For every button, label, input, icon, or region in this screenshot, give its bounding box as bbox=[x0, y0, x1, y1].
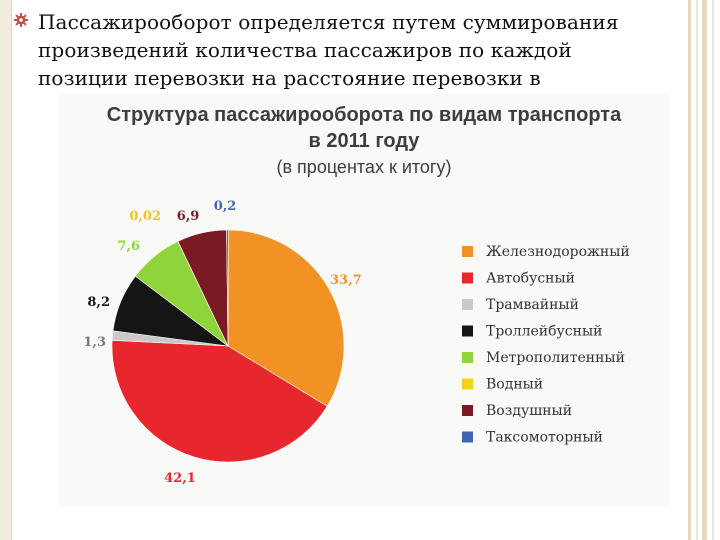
chart-subtitle: (в процентах к итогу) bbox=[276, 157, 452, 177]
pie-slice-1 bbox=[227, 229, 345, 407]
decorative-stripe bbox=[696, 0, 698, 540]
pie-data-label: 7,6 bbox=[117, 239, 140, 254]
legend-swatch bbox=[462, 299, 473, 310]
pie-data-label: 0,02 bbox=[129, 209, 161, 224]
legend-swatch bbox=[462, 431, 473, 443]
legend-swatch bbox=[462, 352, 473, 363]
pie-data-label: 6,9 bbox=[177, 209, 200, 224]
decorative-stripe bbox=[712, 0, 714, 540]
pie-data-label: 42,1 bbox=[164, 471, 196, 486]
legend-label: Таксомоторный bbox=[486, 430, 603, 446]
legend-swatch bbox=[462, 272, 473, 284]
legend-swatch bbox=[462, 378, 473, 390]
chart-figure: Структура пассажирооборота по видам тран… bbox=[58, 94, 670, 506]
legend-label: Воздушный bbox=[486, 403, 572, 419]
legend-swatch bbox=[462, 246, 473, 257]
chart-title: Структура пассажирооборота по видам тран… bbox=[106, 104, 622, 126]
gear-icon bbox=[14, 12, 28, 27]
legend-label: Троллейбусный bbox=[486, 324, 602, 340]
legend-label: Трамвайный bbox=[486, 297, 579, 313]
legend-label: Железнодорожный bbox=[486, 244, 630, 260]
bullet-text-line: позиции перевозки на расстояние перевозк… bbox=[38, 66, 541, 90]
pie-data-label: 1,3 bbox=[83, 335, 106, 350]
pie-data-label: 33,7 bbox=[330, 273, 362, 288]
bullet-paragraph: Пассажирооборот определяется путем сумми… bbox=[14, 8, 674, 92]
bullet-text-line: произведений количества пассажиров по ка… bbox=[38, 38, 572, 62]
legend-label: Метрополитенный bbox=[486, 350, 625, 366]
chart-title-year: в 2011 году bbox=[308, 130, 420, 152]
decorative-stripe bbox=[688, 0, 691, 540]
slide-left-edge bbox=[0, 0, 12, 540]
pie-slice-8 bbox=[226, 229, 229, 347]
legend-label: Водный bbox=[486, 377, 543, 393]
bullet-text: Пассажирооборот определяется путем сумми… bbox=[38, 8, 674, 92]
legend-swatch bbox=[462, 405, 473, 416]
pie-slice-2 bbox=[111, 339, 328, 463]
pie-data-label: 8,2 bbox=[87, 295, 110, 310]
decorative-stripe bbox=[702, 0, 707, 540]
legend-swatch bbox=[462, 325, 473, 337]
pie-data-label: 0,2 bbox=[214, 199, 237, 214]
bullet-text-line: Пассажирооборот определяется путем сумми… bbox=[38, 10, 619, 34]
pie-chart: 33,7 42,1 1,3 8,2 7,6 0,02 6,9 0,2 Железнодорожн… bbox=[83, 199, 630, 486]
legend-label: Автобусный bbox=[486, 271, 575, 287]
